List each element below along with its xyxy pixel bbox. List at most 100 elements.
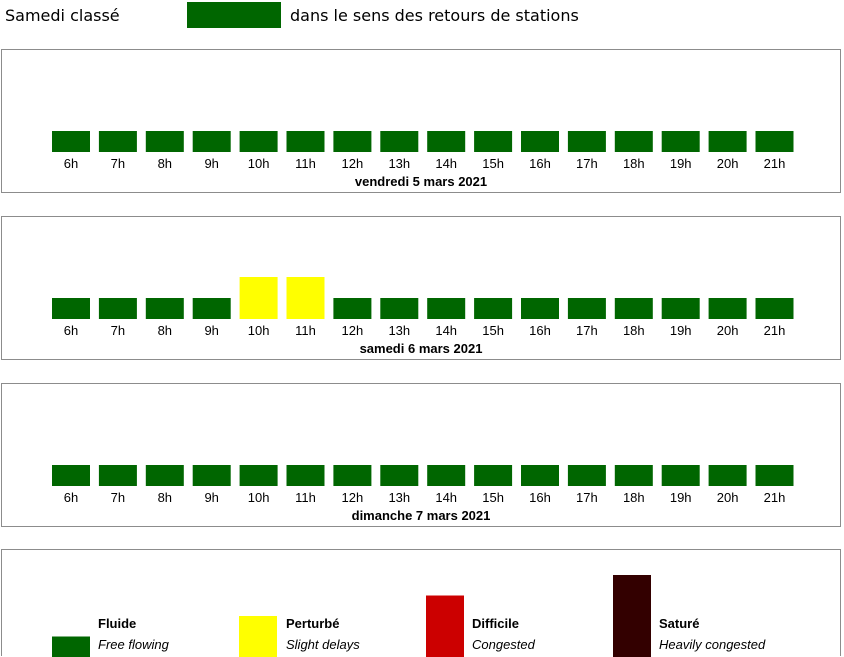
hour-bar-10h — [240, 277, 278, 319]
hour-bar-15h — [474, 298, 512, 319]
hour-tick-label: 21h — [764, 490, 786, 505]
hour-tick-label: 19h — [670, 490, 692, 505]
hour-bar-18h — [615, 465, 653, 486]
hour-tick-label: 14h — [435, 156, 457, 171]
hour-tick-label: 12h — [342, 490, 364, 505]
legend-desc-difficile: Congested — [472, 637, 535, 652]
hour-tick-label: 15h — [482, 490, 504, 505]
hour-tick-label: 15h — [482, 323, 504, 338]
legend-swatch-3 — [426, 596, 464, 657]
hour-tick-label: 7h — [111, 323, 125, 338]
hour-bar-20h — [709, 298, 747, 319]
hour-bar-12h — [333, 465, 371, 486]
hour-bar-8h — [146, 131, 184, 152]
hour-bar-14h — [427, 465, 465, 486]
hour-tick-label: 16h — [529, 323, 551, 338]
hour-bar-13h — [380, 298, 418, 319]
hour-tick-label: 13h — [388, 156, 410, 171]
legend-swatch-1 — [52, 637, 90, 657]
hour-bar-13h — [380, 131, 418, 152]
hour-bar-20h — [709, 465, 747, 486]
hour-tick-label: 7h — [111, 156, 125, 171]
hour-bar-17h — [568, 131, 606, 152]
legend-name-difficile: Difficile — [472, 616, 519, 631]
hour-bar-8h — [146, 298, 184, 319]
hour-bar-21h — [756, 298, 794, 319]
legend-name-perturbe: Perturbé — [286, 616, 339, 631]
day-label: vendredi 5 mars 2021 — [2, 174, 840, 189]
hour-tick-label: 17h — [576, 156, 598, 171]
hour-bar-15h — [474, 131, 512, 152]
hour-tick-label: 10h — [248, 490, 270, 505]
hour-bar-21h — [756, 465, 794, 486]
hour-bar-11h — [287, 277, 325, 319]
hour-tick-label: 20h — [717, 156, 739, 171]
hour-tick-label: 20h — [717, 323, 739, 338]
hour-tick-label: 21h — [764, 156, 786, 171]
legend-desc-fluide: Free flowing — [98, 637, 169, 652]
hour-bar-20h — [709, 131, 747, 152]
hour-bar-15h — [474, 465, 512, 486]
hour-tick-label: 6h — [64, 323, 78, 338]
hour-bar-6h — [52, 298, 90, 319]
hour-tick-label: 8h — [158, 490, 172, 505]
hour-bar-11h — [287, 465, 325, 486]
hour-bar-9h — [193, 465, 231, 486]
hour-bar-19h — [662, 465, 700, 486]
hour-bar-18h — [615, 131, 653, 152]
hour-tick-label: 8h — [158, 323, 172, 338]
hour-bar-21h — [756, 131, 794, 152]
hour-bar-13h — [380, 465, 418, 486]
hour-bar-16h — [521, 131, 559, 152]
hour-tick-label: 9h — [204, 490, 218, 505]
hour-tick-label: 18h — [623, 490, 645, 505]
hour-bar-7h — [99, 465, 137, 486]
hour-tick-label: 11h — [295, 490, 316, 505]
legend-swatch-2 — [239, 616, 277, 657]
hour-tick-label: 21h — [764, 323, 786, 338]
hour-bar-11h — [287, 131, 325, 152]
legend-name-sature: Saturé — [659, 616, 699, 631]
hour-tick-label: 11h — [295, 323, 316, 338]
hour-tick-label: 9h — [204, 156, 218, 171]
hour-tick-label: 14h — [435, 323, 457, 338]
hour-bar-10h — [240, 465, 278, 486]
legend-swatch-4 — [613, 575, 651, 657]
hour-tick-label: 16h — [529, 490, 551, 505]
hour-tick-label: 12h — [342, 323, 364, 338]
hour-bar-18h — [615, 298, 653, 319]
hour-bar-19h — [662, 298, 700, 319]
day-label: dimanche 7 mars 2021 — [2, 508, 840, 523]
direction-swatch — [187, 2, 281, 28]
hour-bar-12h — [333, 298, 371, 319]
hour-tick-label: 20h — [717, 490, 739, 505]
hour-tick-label: 19h — [670, 323, 692, 338]
hour-tick-label: 18h — [623, 156, 645, 171]
hour-bar-6h — [52, 465, 90, 486]
chart-title: Samedi classé — [5, 6, 120, 25]
hour-bar-17h — [568, 298, 606, 319]
hour-bar-14h — [427, 131, 465, 152]
hour-bar-6h — [52, 131, 90, 152]
hour-tick-label: 6h — [64, 156, 78, 171]
hour-tick-label: 13h — [388, 323, 410, 338]
hour-bar-17h — [568, 465, 606, 486]
legend-desc-sature: Heavily congested — [659, 637, 765, 652]
hour-tick-label: 19h — [670, 156, 692, 171]
hour-tick-label: 17h — [576, 490, 598, 505]
hour-tick-label: 18h — [623, 323, 645, 338]
hour-tick-label: 12h — [342, 156, 364, 171]
legend-name-fluide: Fluide — [98, 616, 136, 631]
hour-tick-label: 11h — [295, 156, 316, 171]
hour-bar-16h — [521, 298, 559, 319]
hour-tick-label: 7h — [111, 490, 125, 505]
hour-bar-14h — [427, 298, 465, 319]
hour-bar-9h — [193, 298, 231, 319]
hour-tick-label: 14h — [435, 490, 457, 505]
hour-tick-label: 10h — [248, 323, 270, 338]
hour-tick-label: 13h — [388, 490, 410, 505]
